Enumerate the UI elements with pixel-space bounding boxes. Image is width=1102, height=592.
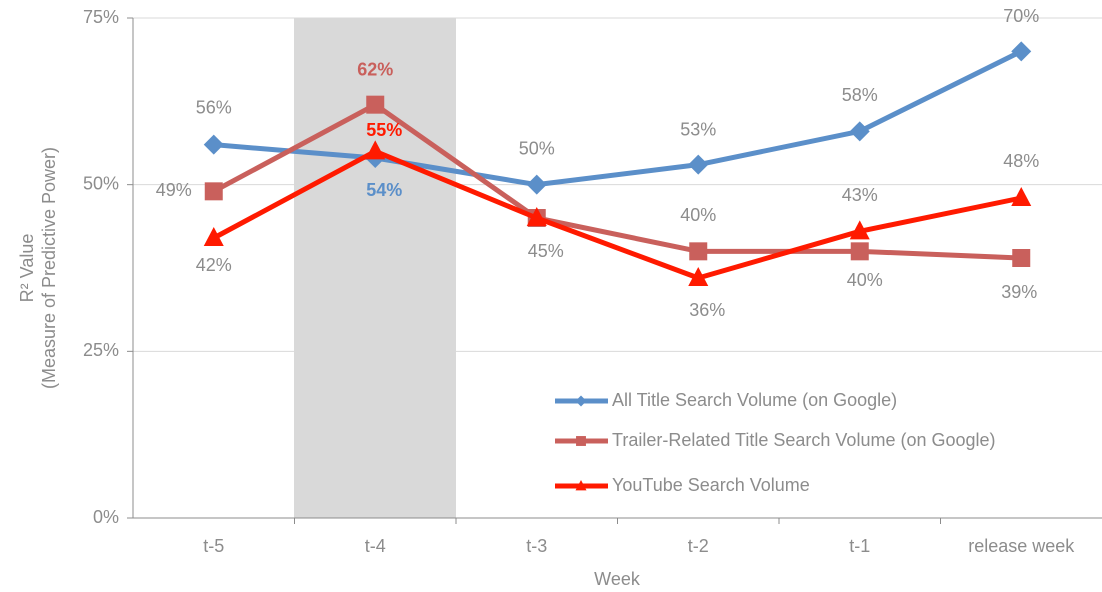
data-label: 48% <box>1003 151 1039 171</box>
y-tick-label: 25% <box>83 340 119 360</box>
x-tick-label: release week <box>968 536 1075 556</box>
marker <box>849 121 870 142</box>
marker <box>526 174 547 195</box>
marker <box>850 242 869 261</box>
data-label: 56% <box>196 97 232 117</box>
marker <box>576 436 586 446</box>
marker <box>526 207 547 226</box>
highlight-band <box>294 18 456 518</box>
x-tick-label: t-2 <box>688 536 709 556</box>
marker <box>204 182 223 201</box>
marker <box>575 395 587 407</box>
x-tick-label: t-1 <box>849 536 870 556</box>
data-label: 40% <box>680 205 716 225</box>
data-label: 58% <box>842 85 878 105</box>
y-axis-title-line: (Measure of Predictive Power) <box>39 147 59 389</box>
marker <box>203 227 224 246</box>
legend-label: YouTube Search Volume <box>612 475 810 495</box>
data-label: 36% <box>689 300 725 320</box>
y-tick-label: 50% <box>83 173 119 193</box>
marker <box>1012 249 1031 267</box>
line <box>212 102 1022 261</box>
marker <box>203 134 224 155</box>
data-label: 70% <box>1003 6 1039 26</box>
marker <box>365 140 386 160</box>
y-tick-label: 75% <box>83 7 119 27</box>
y-axis-title: R² Value (Measure of Predictive Power) <box>17 147 59 389</box>
x-tick-label: t-5 <box>203 536 224 556</box>
marker <box>689 242 708 261</box>
x-tick-label: t-4 <box>365 536 386 556</box>
marker <box>849 220 870 240</box>
marker <box>1011 41 1032 62</box>
data-label: 40% <box>847 270 883 290</box>
data-label: 49% <box>156 180 192 200</box>
data-label: 39% <box>1001 282 1037 302</box>
data-label: 50% <box>519 138 555 158</box>
marker <box>688 154 709 175</box>
x-tick-label: t-3 <box>526 536 547 556</box>
data-label: 55% <box>366 120 402 140</box>
marker <box>1011 187 1032 206</box>
series <box>203 140 1032 286</box>
x-axis-title: Week <box>594 569 641 589</box>
line <box>213 49 1023 188</box>
data-label: 45% <box>528 241 564 261</box>
marker <box>575 479 587 491</box>
line <box>212 148 1022 281</box>
legend-label: All Title Search Volume (on Google) <box>612 390 897 410</box>
data-label: 53% <box>680 119 716 139</box>
y-axis-title-line: R² Value <box>17 234 37 303</box>
data-label: 54% <box>366 180 402 200</box>
data-label: 62% <box>357 59 393 79</box>
data-label: 43% <box>842 185 878 205</box>
y-tick-label: 0% <box>93 507 119 527</box>
data-label: 42% <box>196 255 232 275</box>
legend-label: Trailer-Related Title Search Volume (on … <box>612 430 996 450</box>
marker <box>688 267 709 286</box>
marker <box>366 95 385 114</box>
